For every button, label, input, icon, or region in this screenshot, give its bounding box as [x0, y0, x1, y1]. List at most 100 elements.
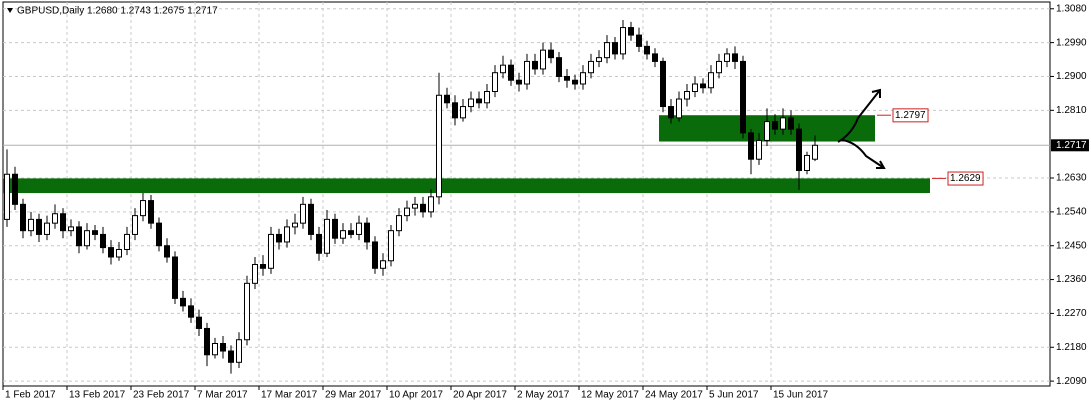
- candle-body: [260, 264, 266, 269]
- candle-body: [548, 49, 554, 59]
- candle-body: [708, 72, 714, 89]
- arrow-up-head: [871, 88, 881, 98]
- candle-body: [356, 222, 362, 235]
- level-label: 1.2797: [895, 110, 926, 121]
- x-tick-label: 2 May 2017: [517, 390, 570, 401]
- candle-body: [484, 91, 490, 104]
- candle-body: [148, 200, 154, 224]
- candle-body: [284, 226, 290, 243]
- candle-body: [92, 230, 98, 235]
- x-tick-label: 5 Jun 2017: [709, 390, 759, 401]
- candle-body: [756, 139, 762, 160]
- y-tick-label: 1.2450: [1056, 240, 1087, 251]
- candle-body: [380, 260, 386, 269]
- candle-body: [404, 207, 410, 217]
- candle-body: [596, 57, 602, 62]
- candle-body: [692, 83, 698, 93]
- candle-body: [556, 57, 562, 77]
- candle-body: [620, 27, 626, 55]
- candle-body: [428, 196, 434, 213]
- candle-body: [76, 226, 82, 247]
- candle-body: [740, 60, 746, 134]
- candle-body: [748, 132, 754, 160]
- candle-body: [540, 49, 546, 70]
- candle-body: [228, 350, 234, 363]
- y-tick-label: 1.2810: [1056, 105, 1087, 116]
- candle-body: [292, 222, 298, 228]
- overlay: 1.2797 1.2629 1.2717: [837, 88, 1089, 186]
- price-label: 1.2717: [1056, 140, 1087, 151]
- candle-body: [212, 343, 218, 356]
- candle-body: [20, 203, 26, 232]
- candle-body: [4, 173, 10, 220]
- y-tick-label: 1.2090: [1056, 376, 1087, 387]
- candle-body: [268, 233, 274, 269]
- candle-body: [476, 98, 482, 104]
- candle-body: [700, 83, 706, 89]
- candle-body: [316, 233, 322, 254]
- candle-body: [156, 222, 162, 247]
- candle-body: [572, 79, 578, 85]
- candle-body: [220, 343, 226, 352]
- candle-body: [12, 173, 18, 205]
- candle-body: [116, 248, 122, 258]
- y-tick-label: 1.3080: [1056, 3, 1087, 14]
- candle-body: [388, 230, 394, 262]
- y-tick-label: 1.2540: [1056, 207, 1087, 218]
- candle-body: [612, 42, 618, 55]
- x-tick-label: 20 Apr 2017: [453, 390, 507, 401]
- candle-body: [468, 98, 474, 108]
- candle-body: [580, 72, 586, 85]
- candles: [4, 20, 818, 374]
- candle-body: [804, 154, 810, 171]
- x-tick-label: 13 Feb 2017: [69, 390, 126, 401]
- candle-body: [396, 215, 402, 232]
- candle-body: [716, 60, 722, 74]
- candle-body: [444, 94, 450, 104]
- candle-body: [244, 282, 250, 341]
- title-marker: [7, 8, 13, 13]
- x-tick-label: 7 Mar 2017: [197, 390, 248, 401]
- candle-body: [28, 218, 34, 232]
- arrow-down: [841, 139, 885, 169]
- candle-body: [412, 203, 418, 209]
- candle-body: [52, 213, 58, 224]
- candle-body: [188, 305, 194, 318]
- y-tick-label: 1.2180: [1056, 342, 1087, 353]
- candle-body: [324, 218, 330, 254]
- y-tick-label: 1.2990: [1056, 37, 1087, 48]
- candle-body: [452, 102, 458, 119]
- candle-body: [84, 230, 90, 247]
- x-tick-label: 15 Jun 2017: [773, 390, 828, 401]
- candle-body: [236, 339, 242, 363]
- x-tick-label: 29 Mar 2017: [325, 390, 382, 401]
- candle-body: [588, 60, 594, 74]
- candle-body: [252, 264, 258, 284]
- chart-title: GBPUSD,Daily 1.2680 1.2743 1.2675 1.2717: [17, 6, 218, 17]
- candle-body: [524, 60, 530, 85]
- candle-body: [140, 200, 146, 217]
- x-tick-label: 10 Apr 2017: [389, 390, 443, 401]
- candle-body: [164, 245, 170, 258]
- candle-body: [420, 203, 426, 213]
- candle-body: [500, 64, 506, 74]
- candle-body: [44, 222, 50, 235]
- x-tick-label: 1 Feb 2017: [5, 390, 56, 401]
- x-tick-label: 12 May 2017: [581, 390, 639, 401]
- candle-body: [196, 316, 202, 329]
- candle-body: [100, 233, 106, 249]
- candle-body: [348, 230, 354, 235]
- candle-body: [812, 144, 818, 160]
- candle-body: [564, 75, 570, 81]
- candle-body: [652, 53, 658, 62]
- candle-body: [668, 106, 674, 119]
- level-label-box: [892, 108, 929, 123]
- y-tick-label: 1.2360: [1056, 274, 1087, 285]
- candle-body: [340, 230, 346, 239]
- candle-body: [644, 45, 650, 55]
- y-tick-label: 1.2900: [1056, 71, 1087, 82]
- candle-body: [308, 203, 314, 235]
- candle-body: [492, 72, 498, 93]
- x-tick-label: 17 Mar 2017: [261, 390, 318, 401]
